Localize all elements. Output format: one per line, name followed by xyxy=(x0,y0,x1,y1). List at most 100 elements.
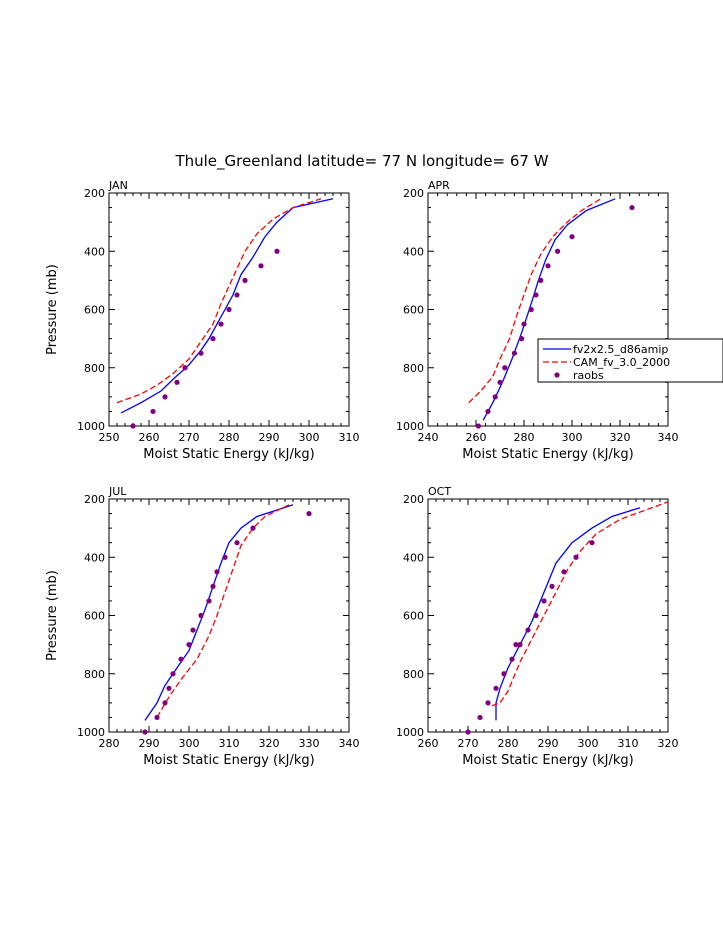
raobs-point xyxy=(569,234,575,240)
y-tick-label: 800 xyxy=(403,668,424,681)
y-tick-label: 200 xyxy=(403,187,424,200)
y-axis-label: Pressure (mb) xyxy=(45,570,60,661)
raobs-point xyxy=(519,336,525,342)
raobs-point xyxy=(465,729,471,735)
raobs-point xyxy=(545,263,551,269)
raobs-point xyxy=(528,306,534,313)
x-tick-label: 300 xyxy=(299,431,320,444)
series-line-fv2x2-5 xyxy=(482,198,616,421)
y-tick-label: 800 xyxy=(403,362,424,375)
raobs-point xyxy=(210,336,216,342)
y-tick-label: 400 xyxy=(84,551,105,564)
x-tick-label: 280 xyxy=(514,431,535,444)
y-tick-label: 600 xyxy=(403,304,424,317)
raobs-point xyxy=(214,569,220,575)
x-tick-label: 340 xyxy=(658,431,679,444)
plot-frame xyxy=(427,192,669,427)
y-tick-label: 800 xyxy=(84,668,105,681)
raobs-point xyxy=(250,525,256,531)
raobs-point xyxy=(513,642,519,648)
panel-jan: JAN 250 260 270 280 290 300 310 200 400 600 800 1000… xyxy=(45,179,360,462)
raobs-point xyxy=(198,350,204,356)
raobs-point xyxy=(485,408,491,415)
y-tick-label: 200 xyxy=(84,187,105,200)
y-tick-label: 800 xyxy=(84,362,105,375)
x-tick-label: 260 xyxy=(139,431,160,444)
x-tick-label: 280 xyxy=(498,737,519,750)
raobs-point xyxy=(222,554,228,560)
raobs-point xyxy=(170,671,176,677)
raobs-point xyxy=(162,700,168,706)
raobs-point xyxy=(234,540,240,546)
series-line-cam-fv xyxy=(491,501,669,707)
x-axis-label: Moist Static Energy (kJ/kg) xyxy=(143,753,314,768)
y-tick-label: 1000 xyxy=(396,726,424,739)
x-axis-label: Moist Static Energy (kJ/kg) xyxy=(462,753,633,768)
x-tick-label: 240 xyxy=(418,431,439,444)
raobs-point xyxy=(234,292,240,298)
raobs-point xyxy=(561,569,567,575)
plot-frame xyxy=(108,498,350,733)
raobs-point xyxy=(186,642,192,648)
x-tick-label: 310 xyxy=(219,737,240,750)
raobs-point xyxy=(589,540,595,546)
legend-entry: fv2x2.5_d86amip xyxy=(573,343,668,356)
raobs-point xyxy=(242,277,248,283)
figure-title: Thule_Greenland latitude= 77 N longitude… xyxy=(174,152,548,171)
x-axis-label: Moist Static Energy (kJ/kg) xyxy=(143,447,314,462)
raobs-point xyxy=(502,365,508,371)
y-tick-label: 600 xyxy=(403,610,424,623)
raobs-point xyxy=(629,204,635,211)
y-tick-label: 600 xyxy=(84,610,105,623)
y-tick-label: 200 xyxy=(84,493,105,506)
y-tick-label: 1000 xyxy=(77,420,105,433)
raobs-point xyxy=(538,277,544,283)
raobs-point xyxy=(190,627,196,633)
series-line-fv2x2-5 xyxy=(144,504,294,721)
panel-apr: APR 240 260 280 300 320 340 200 400 600 800 1000 Moi… xyxy=(396,179,679,462)
raobs-point xyxy=(306,510,312,517)
raobs-point xyxy=(274,248,280,254)
panel-jul: JUL 280 290 300 310 320 330 340 200 400 600 800 1000… xyxy=(45,485,360,768)
raobs-point xyxy=(182,365,188,371)
panel-label: JUL xyxy=(108,485,127,498)
raobs-point xyxy=(258,263,264,269)
x-tick-label: 290 xyxy=(538,737,559,750)
x-tick-label: 280 xyxy=(219,431,240,444)
raobs-point xyxy=(226,306,232,313)
panel-oct: OCT 260 270 280 290 300 310 320 200 400 600 800 1000… xyxy=(396,485,679,768)
raobs-point xyxy=(555,248,561,254)
legend-entry: CAM_fv_3.0_2000 xyxy=(573,356,670,369)
raobs-point xyxy=(206,598,212,604)
raobs-point xyxy=(150,408,156,415)
raobs-point xyxy=(198,612,204,619)
raobs-point xyxy=(525,627,531,633)
x-tick-label: 270 xyxy=(458,737,479,750)
y-tick-label: 400 xyxy=(403,551,424,564)
raobs-point xyxy=(154,714,160,721)
x-tick-label: 320 xyxy=(610,431,631,444)
x-tick-label: 310 xyxy=(339,431,360,444)
raobs-point xyxy=(533,612,539,619)
raobs-point xyxy=(549,583,555,589)
panel-label: OCT xyxy=(428,485,451,498)
series-line-cam-fv xyxy=(116,198,322,404)
raobs-point xyxy=(541,598,547,604)
panels: JAN 250 260 270 280 290 300 310 200 400 600 800 1000… xyxy=(45,179,723,768)
x-tick-label: 330 xyxy=(299,737,320,750)
x-tick-label: 320 xyxy=(658,737,679,750)
legend-box xyxy=(537,338,723,383)
raobs-point xyxy=(533,292,539,298)
raobs-point xyxy=(218,321,224,327)
raobs-point xyxy=(178,656,184,662)
raobs-point xyxy=(162,394,168,400)
x-tick-label: 300 xyxy=(578,737,599,750)
raobs-point xyxy=(509,656,515,662)
x-tick-label: 250 xyxy=(99,431,120,444)
x-axis-label: Moist Static Energy (kJ/kg) xyxy=(462,447,633,462)
plot-frame xyxy=(427,498,669,733)
raobs-point xyxy=(166,685,172,691)
legend-entry: raobs xyxy=(573,369,604,382)
y-tick-label: 400 xyxy=(403,245,424,258)
